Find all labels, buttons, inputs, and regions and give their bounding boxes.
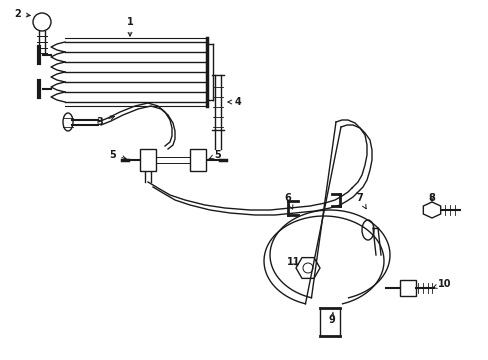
- Bar: [190, 149, 205, 171]
- Bar: [140, 149, 156, 171]
- Polygon shape: [423, 202, 440, 218]
- Text: 4: 4: [227, 97, 241, 107]
- Text: 2: 2: [15, 9, 30, 19]
- Text: 10: 10: [432, 279, 451, 289]
- Bar: [399, 280, 415, 296]
- Text: 6: 6: [284, 193, 292, 209]
- Text: 1: 1: [126, 17, 133, 36]
- Text: 9: 9: [328, 312, 335, 325]
- Text: 3: 3: [97, 116, 114, 127]
- Polygon shape: [295, 258, 319, 278]
- Text: 5: 5: [209, 150, 221, 160]
- Ellipse shape: [361, 220, 373, 240]
- Ellipse shape: [63, 113, 73, 131]
- Text: 5: 5: [109, 150, 126, 160]
- Text: 7: 7: [356, 193, 366, 209]
- Text: 11: 11: [286, 257, 300, 267]
- Text: 8: 8: [427, 193, 434, 203]
